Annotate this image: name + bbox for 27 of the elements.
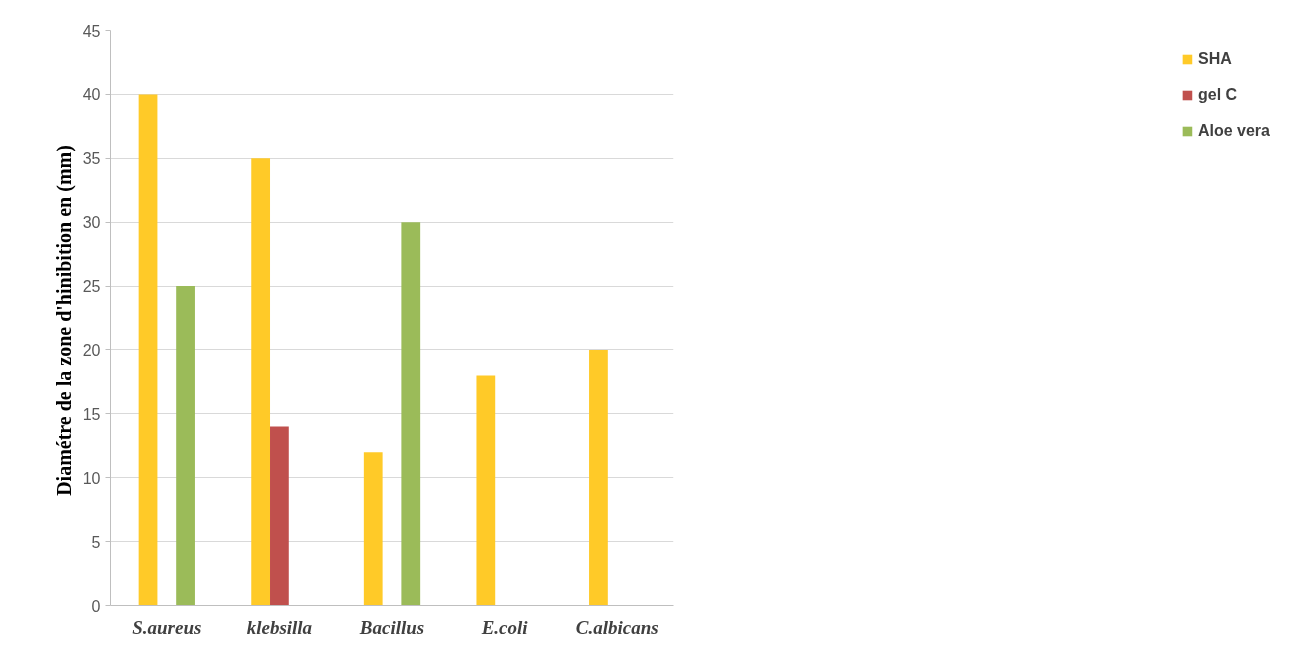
y-tick-label: 30 [82,214,101,232]
bar [251,158,271,606]
legend-label: Aloe vera [1197,122,1270,140]
y-tick-label: 5 [91,533,101,551]
bar [476,375,496,606]
y-tick-label: 45 [82,22,101,40]
bar [589,349,608,606]
y-tick-label: 10 [82,469,101,487]
x-tick-label: Bacillus [358,616,425,638]
y-tick-label: 15 [82,405,101,423]
bar [270,426,289,606]
y-tick-label: 40 [82,86,101,104]
legend-label: SHA [1197,50,1232,68]
bar [138,94,158,606]
bar [401,222,421,606]
bar [176,286,195,606]
bar [363,452,383,606]
y-axis-title: Diamétre de la zone d'hinibition en (mm) [52,145,76,496]
y-tick-label: 0 [91,597,101,615]
x-tick-label: S.aureus [132,616,202,638]
y-tick-label: 25 [82,278,101,296]
x-tick-label: klebsilla [246,616,313,638]
y-tick-label: 35 [82,150,101,168]
legend-label: gel C [1197,86,1238,104]
y-tick-label: 20 [82,341,101,359]
x-tick-label: C.albicans [575,616,659,638]
x-tick-label: E.coli [480,616,529,638]
